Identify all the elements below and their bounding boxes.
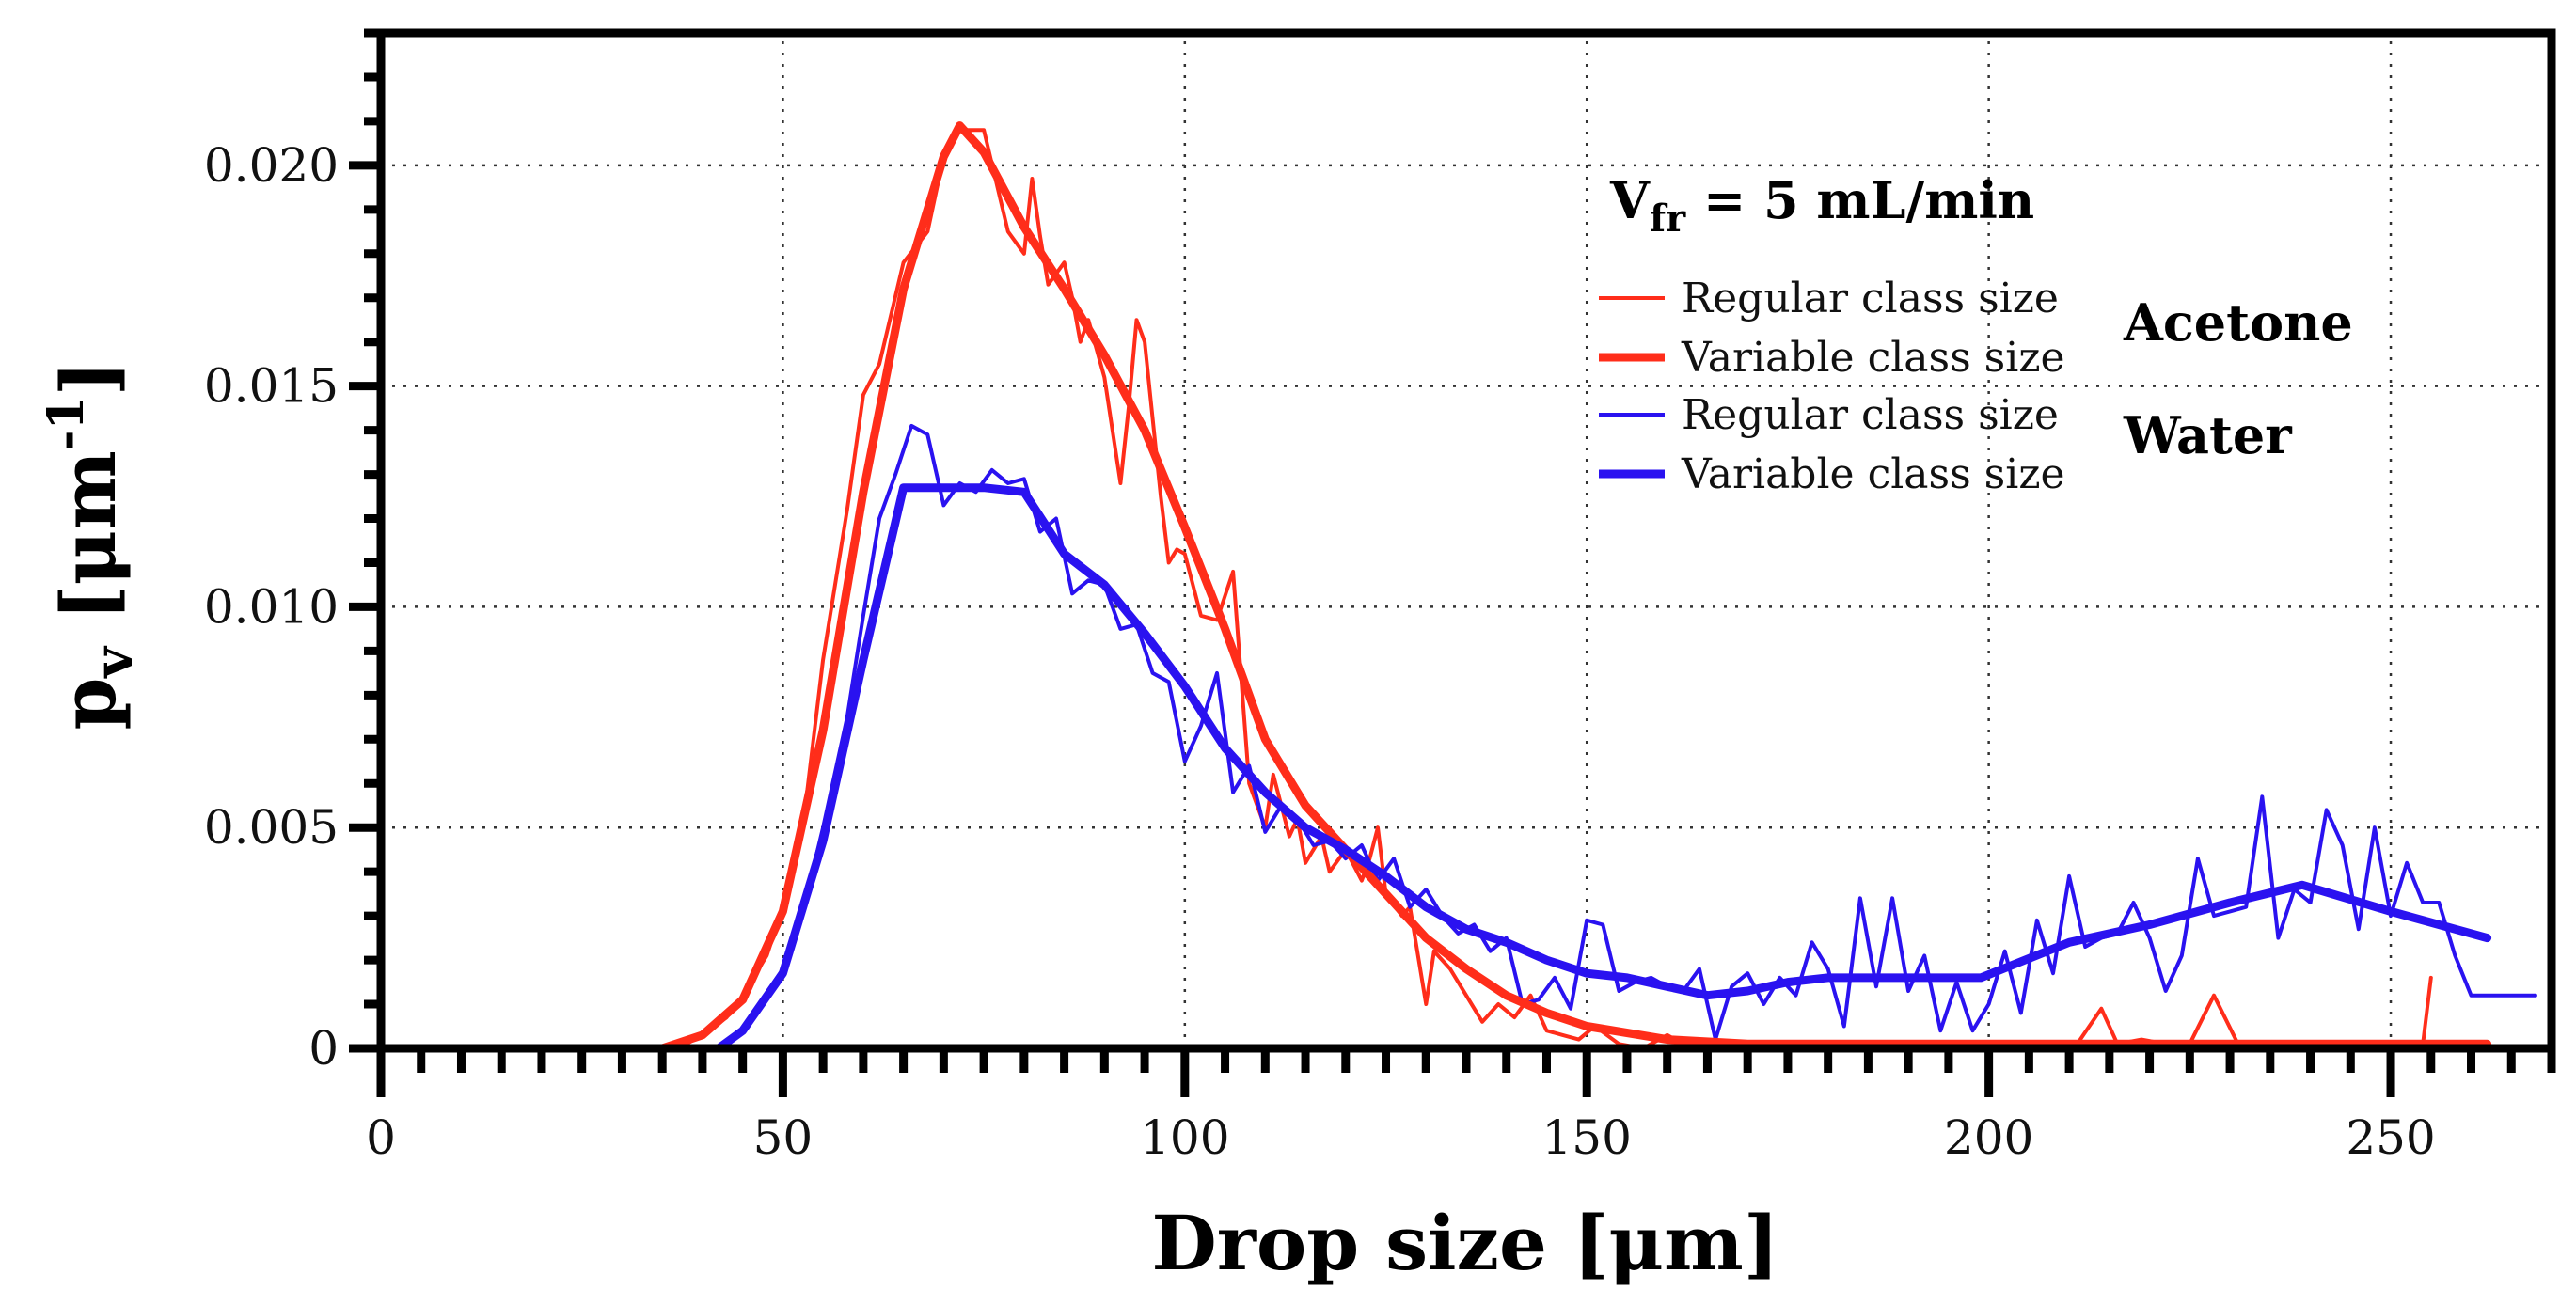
y-axis-title-unit-exponent: -1 [38,396,95,450]
y-tick-label: 0.015 [204,359,339,414]
x-tick-label: 150 [1542,1110,1632,1165]
axis-ticks [349,28,2556,1097]
x-axis-title: Drop size [μm] [1151,1199,1778,1287]
x-tick-label: 50 [753,1110,814,1165]
legend-title-main: V [1609,170,1651,230]
y-axis-title: pv [μm-1] [38,360,145,730]
grid-lines [381,33,2552,1048]
legend-group-acetone: Acetone [2123,292,2353,353]
x-tick-label: 250 [2346,1110,2435,1165]
legend-label-water-variable: Variable class size [1681,450,2065,498]
y-tick-label: 0.010 [204,579,339,634]
y-axis-title-unit-open: [μm [44,450,133,647]
legend-title-subscript: fr [1650,197,1686,241]
legend-label-acetone-regular: Regular class size [1682,275,2059,322]
legend-label-acetone-variable: Variable class size [1681,334,2065,382]
legend-group-water: Water [2123,405,2292,465]
y-tick-label: 0.005 [204,800,339,855]
legend-title: Vfr = 5 mL/min [1609,170,2034,241]
series-lines [657,121,2537,1053]
legend-title-rest: = 5 mL/min [1685,170,2034,230]
series-line-water-variable [714,483,2492,1053]
y-tick-label: 0 [308,1021,339,1076]
legend-label-water-regular: Regular class size [1682,391,2059,439]
x-tick-label: 0 [366,1110,396,1165]
x-tick-label: 200 [1944,1110,2033,1165]
series-line-acetone-regular [660,128,2433,1050]
x-tick-label: 100 [1140,1110,1229,1165]
y-axis-title-subscript: v [83,646,145,680]
plot-frame [376,28,2556,1053]
legend: Vfr = 5 mL/min Regular class size Variab… [1599,170,2353,498]
tick-labels: 0 50 100 150 200 250 0 0.005 0.010 0.015 0.020 [204,138,2436,1165]
y-axis-title-main: p [44,678,133,731]
y-tick-label: 0.020 [204,138,339,193]
y-axis-title-unit-close: ] [44,360,133,396]
series-line-acetone-variable [657,121,2492,1053]
series-line-water-regular [708,423,2537,1050]
